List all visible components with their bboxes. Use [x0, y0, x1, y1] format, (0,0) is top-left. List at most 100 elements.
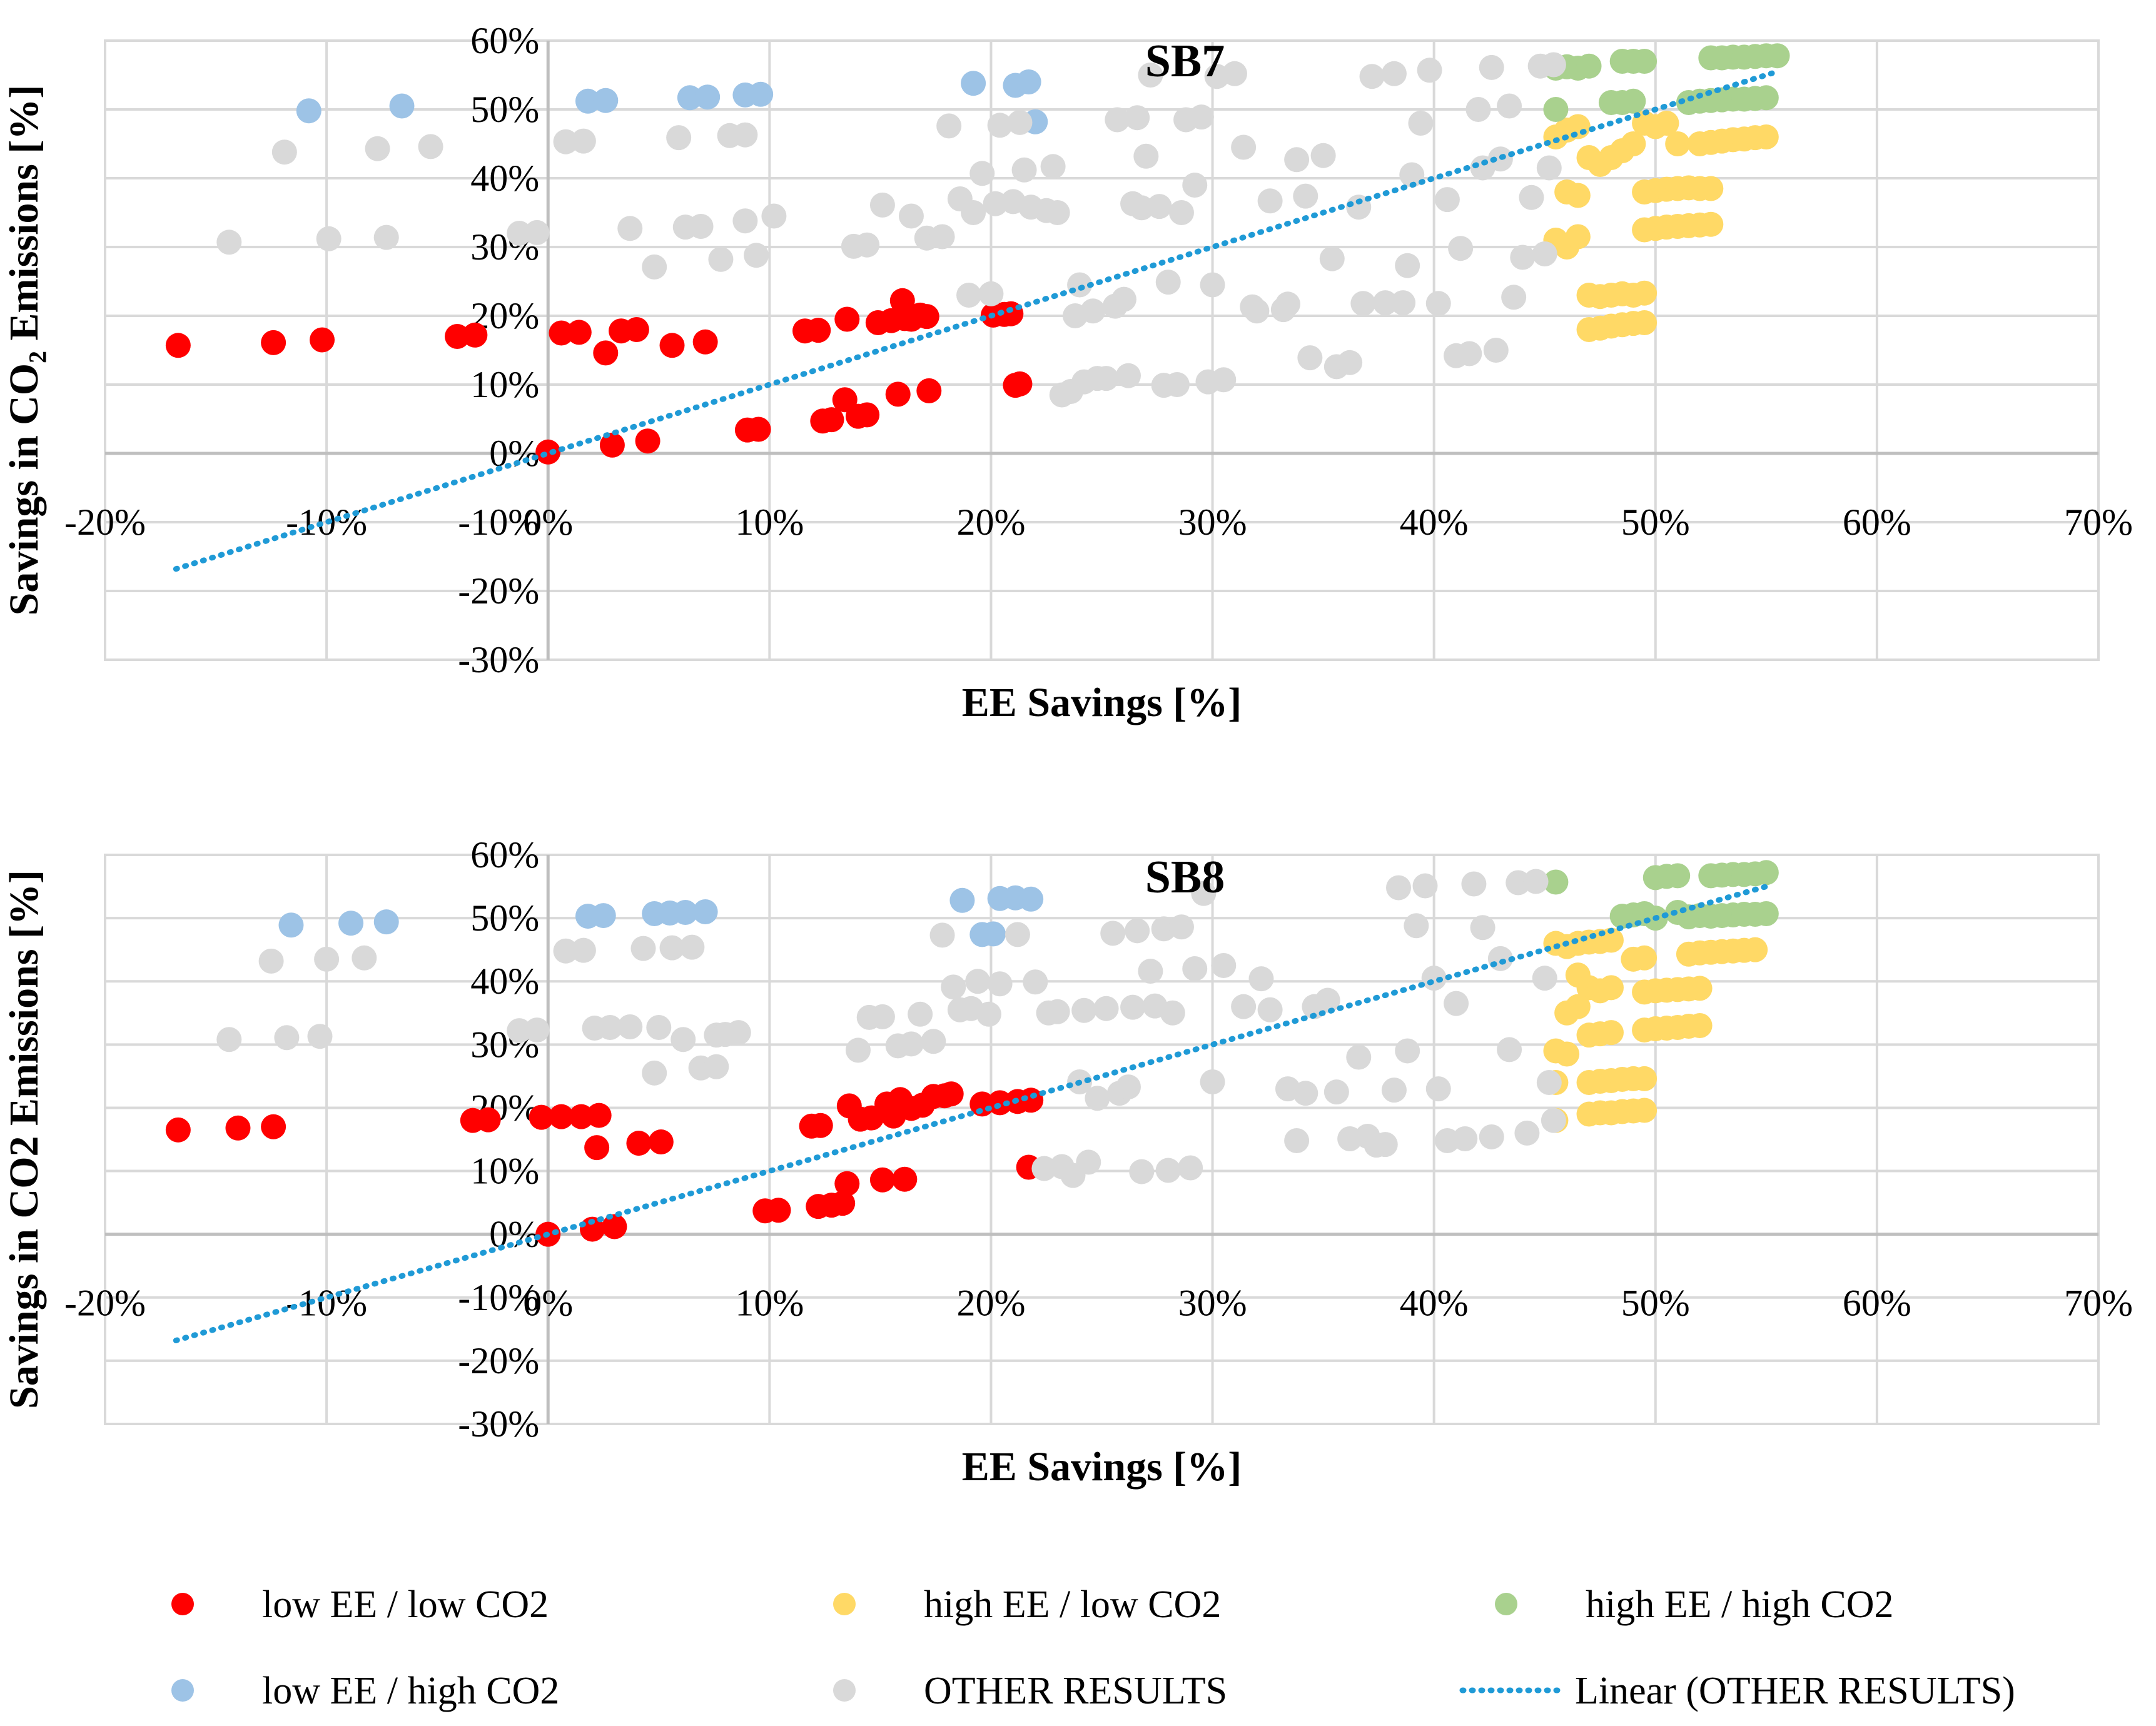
plot-frame [104, 39, 2100, 661]
data-point [642, 1060, 667, 1086]
data-point [462, 322, 488, 348]
data-point [914, 304, 939, 330]
data-point [732, 208, 758, 234]
legend-item: OTHER RESULTS [833, 1670, 1227, 1712]
y-tick-label: -30% [458, 639, 539, 680]
data-point [1452, 1126, 1478, 1151]
data-point [1497, 93, 1522, 119]
legend-label: low EE / low CO2 [262, 1583, 549, 1626]
data-point [1293, 183, 1318, 209]
y-tick-label: -20% [458, 570, 539, 612]
chart-title: SB8 [1145, 852, 1225, 903]
data-point [695, 84, 721, 110]
data-point [1399, 162, 1425, 188]
data-point [296, 98, 321, 124]
data-point [677, 85, 702, 111]
x-tick-label: 20% [956, 1283, 1025, 1324]
data-point [1164, 372, 1190, 397]
data-point [1632, 1066, 1657, 1091]
legend-marker-swatch [833, 1679, 856, 1702]
y-tick-label: 60% [470, 834, 539, 876]
data-point [908, 1001, 933, 1027]
series-high-ee-low-co2 [1543, 111, 1779, 342]
data-point [216, 230, 242, 255]
data-point [692, 329, 718, 355]
series-high-ee-high-co2 [1543, 860, 1779, 931]
data-point [965, 969, 991, 994]
data-point [1519, 184, 1544, 210]
data-point [274, 1025, 300, 1051]
data-point [744, 243, 769, 268]
data-point [1632, 945, 1657, 971]
data-point [165, 333, 191, 358]
series-low-ee-high-co2 [278, 885, 1044, 947]
data-point [1665, 131, 1691, 156]
data-point [1479, 1124, 1504, 1149]
legend-marker-swatch [171, 1679, 194, 1702]
data-point [630, 936, 656, 961]
data-point [1182, 173, 1208, 198]
data-point [507, 221, 532, 246]
x-tick-label: 70% [2064, 1283, 2133, 1324]
data-point [898, 203, 924, 229]
x-tick-label: 10% [735, 502, 804, 543]
x-tick-label: 20% [956, 502, 1025, 543]
data-point [617, 1014, 643, 1040]
data-point [570, 937, 596, 963]
data-point [597, 1015, 623, 1041]
data-point [1120, 994, 1146, 1020]
data-point [830, 1191, 856, 1216]
y-tick-label: 50% [470, 897, 539, 939]
data-point [307, 1024, 333, 1049]
data-point [1016, 69, 1041, 94]
data-point [1687, 1013, 1713, 1038]
data-point [1146, 194, 1172, 220]
y-tick-label: 10% [470, 364, 539, 405]
data-point [1115, 1074, 1141, 1100]
data-point [549, 1104, 574, 1129]
data-point [1284, 1128, 1310, 1154]
data-point [929, 922, 955, 948]
data-point [807, 1113, 833, 1138]
legend-label: high EE / low CO2 [924, 1583, 1221, 1626]
data-point [956, 283, 982, 308]
data-point [869, 1167, 895, 1193]
data-point [1100, 921, 1126, 946]
y-tick-label: -10% [458, 1277, 539, 1318]
data-point [258, 948, 284, 974]
data-point [1417, 58, 1442, 83]
data-point [602, 1214, 627, 1239]
series-low-ee-low-co2 [165, 1081, 1044, 1247]
x-tick-label: 50% [1621, 502, 1690, 543]
data-point [1523, 869, 1549, 894]
data-point [929, 224, 955, 250]
legend-label: Linear (OTHER RESULTS) [1575, 1670, 2015, 1712]
data-point [1457, 341, 1482, 366]
x-tick-label: 40% [1400, 502, 1469, 543]
data-point [475, 1107, 501, 1133]
data-point [1541, 52, 1566, 78]
data-point [1501, 285, 1527, 310]
chart-sb8: 60%50%40%30%20%10%0%-10%-20%-30%-20% -10%… [1, 834, 2133, 1490]
data-point [969, 161, 995, 186]
data-point [1444, 991, 1469, 1016]
data-point [553, 129, 579, 154]
data-point [898, 1031, 924, 1057]
data-point [278, 912, 304, 938]
data-point [659, 333, 685, 358]
legend-item: low EE / low CO2 [171, 1583, 549, 1626]
data-point [1275, 291, 1300, 317]
legend-marker-swatch [171, 1593, 194, 1615]
data-point [1168, 200, 1194, 225]
data-point [1129, 1159, 1155, 1184]
data-point [704, 1054, 729, 1079]
x-axis-title: EE Savings [%] [962, 1444, 1242, 1490]
data-point [1543, 97, 1569, 122]
data-point [1168, 914, 1194, 940]
data-point [352, 945, 377, 971]
data-point [1155, 1158, 1181, 1183]
series-other-results [216, 52, 1566, 408]
data-point [885, 381, 911, 407]
data-point [1565, 224, 1591, 250]
